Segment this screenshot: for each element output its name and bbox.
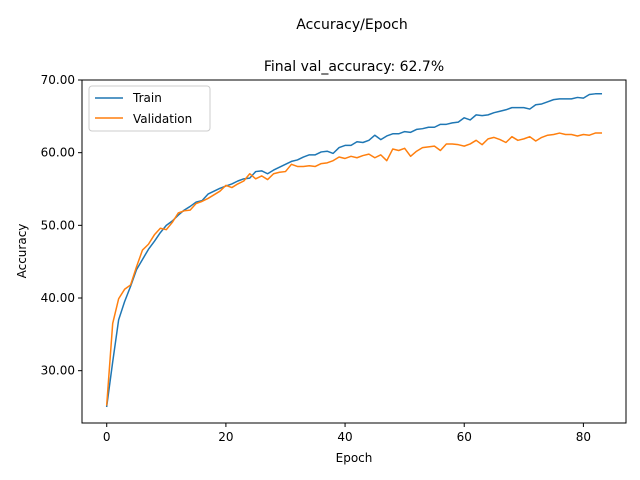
plot-series-group (105, 93, 603, 408)
legend-label-validation: Validation (133, 112, 192, 126)
x-tick-label: 20 (218, 430, 233, 444)
plot-area-frame (81, 79, 627, 424)
y-axis: 30.00 40.00 50.00 60.00 70.00 (41, 73, 82, 378)
series-line-train (105, 93, 603, 408)
y-axis-label: Accuracy (15, 224, 29, 279)
y-tick-label: 30.00 (41, 364, 75, 378)
y-tick-label: 40.00 (41, 291, 75, 305)
x-axis: 0 20 40 60 80 (103, 423, 591, 444)
legend: Train Validation (88, 85, 211, 132)
series-line-validation (105, 132, 603, 406)
x-tick-label: 0 (103, 430, 111, 444)
y-tick-label: 50.00 (41, 218, 75, 232)
x-tick-label: 60 (457, 430, 472, 444)
x-tick-label: 40 (337, 430, 352, 444)
legend-label-train: Train (132, 91, 162, 105)
chart-suptitle: Accuracy/Epoch (296, 17, 408, 33)
y-tick-label: 60.00 (41, 146, 75, 160)
y-tick-label: 70.00 (41, 73, 75, 87)
chart-title: Final val_accuracy: 62.7% (264, 59, 444, 75)
x-axis-label: Epoch (336, 451, 373, 465)
x-tick-label: 80 (576, 430, 591, 444)
